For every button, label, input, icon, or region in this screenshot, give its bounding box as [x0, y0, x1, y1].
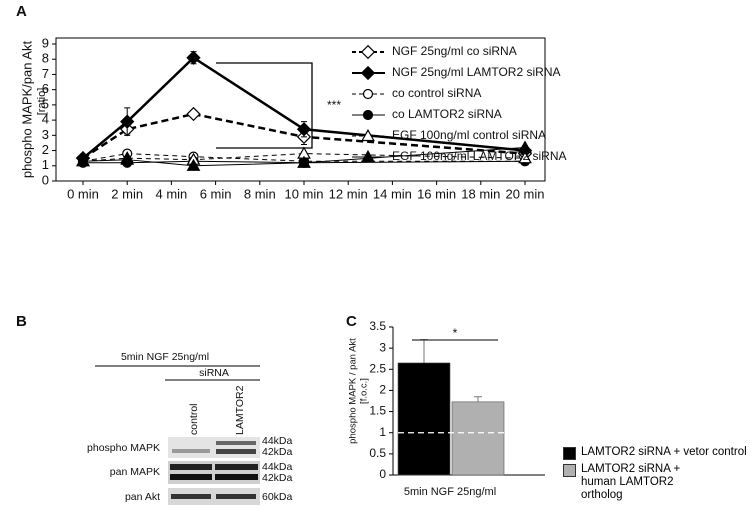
y-tick-label: 2 [42, 142, 49, 157]
marker [186, 158, 201, 171]
group-label: siRNA [199, 367, 229, 379]
legend-marker [361, 149, 375, 163]
x-tick-label: 8 min [244, 186, 276, 201]
legend-label: co LAMTOR2 siRNA [392, 107, 502, 121]
y-axis-label: phospho MAPK / pan Akt [348, 338, 359, 444]
significance-label: *** [327, 98, 341, 112]
bar [397, 362, 451, 476]
marker [186, 106, 201, 122]
plot-frame [55, 37, 546, 182]
significance-label: * [453, 326, 458, 340]
error-bar [474, 396, 482, 402]
legend-marker [360, 44, 376, 60]
marker [120, 114, 135, 129]
row-label: phospho MAPK [87, 442, 160, 454]
legend-marker [360, 65, 376, 81]
y-axis-label: phospho MAPK/pan Akt [19, 40, 34, 178]
series-line [82, 112, 526, 160]
y-tick-label: 0 [379, 467, 386, 481]
x-tick-label: 18 min [461, 186, 500, 201]
error-bar [420, 339, 428, 363]
size-label: 42kDa [262, 446, 293, 458]
y-tick-label: 9 [42, 35, 49, 50]
legend-label: LAMTOR2 siRNA + vetor control [581, 446, 747, 458]
y-tick-label: 0.5 [369, 446, 386, 460]
panel-label: C [346, 313, 357, 330]
size-label: 44kDa [262, 435, 293, 447]
lane-label: LAMTOR2 [234, 385, 246, 435]
x-tick-label: 20 min [505, 186, 544, 201]
marker [296, 122, 312, 137]
legend-swatch [563, 464, 576, 477]
row-label: pan MAPK [110, 466, 160, 478]
legend-item: LAMTOR2 siRNA + vetor control [563, 446, 747, 460]
x-tick-label: 6 min [200, 186, 232, 201]
marker [76, 154, 90, 167]
lane-label: control [188, 403, 200, 435]
y-tick-label: 5 [42, 96, 49, 111]
y-tick-label: 3 [379, 340, 386, 354]
x-tick-label: 2 min [111, 186, 143, 201]
treatment-label: 5min NGF 25ng/ml [121, 351, 209, 363]
x-tick-label: 0 min [67, 186, 99, 201]
marker [297, 155, 311, 168]
legend-label: co control siRNA [392, 86, 481, 100]
marker [120, 152, 135, 165]
legend-marker [362, 109, 374, 121]
y-tick-label: 6 [42, 81, 49, 96]
y-tick-label: 1 [379, 425, 386, 439]
y-tick-label: 0 [42, 172, 49, 187]
y-tick-label: 1 [42, 157, 49, 172]
legend-swatch [563, 447, 576, 460]
x-tick-label: 14 min [373, 186, 412, 201]
y-tick-label: 1.5 [369, 404, 386, 418]
legend-label: LAMTOR2 siRNA + human LAMTOR2 ortholog [581, 463, 681, 501]
x-tick-label: 16 min [417, 186, 456, 201]
legend-label: NGF 25ng/ml LAMTOR2 siRNA [392, 65, 561, 79]
y-tick-label: 3.5 [369, 319, 386, 333]
row-label: pan Akt [125, 491, 160, 503]
marker [518, 140, 532, 153]
y-tick-label: 4 [42, 112, 49, 127]
y-tick-label: 8 [42, 51, 49, 66]
x-tick-label: 5min NGF 25ng/ml [404, 486, 496, 498]
x-tick-label: 12 min [329, 186, 368, 201]
size-label: 42kDa [262, 472, 293, 484]
y-axis-label: [ratio] [36, 88, 48, 116]
legend-item: LAMTOR2 siRNA + human LAMTOR2 ortholog [563, 463, 747, 502]
legend: LAMTOR2 siRNA + vetor control LAMTOR2 siR… [563, 446, 747, 505]
significance-bracket [216, 62, 313, 149]
x-tick-label: 4 min [156, 186, 188, 201]
y-tick-label: 7 [42, 66, 49, 81]
size-label: 60kDa [262, 491, 293, 503]
bar [451, 401, 505, 476]
legend-label: EGF 100ng/ml LAMTOR2 siRNA [392, 149, 567, 163]
size-label: 44kDa [262, 461, 293, 473]
y-tick-label: 2 [379, 383, 386, 397]
marker [186, 50, 201, 65]
blot-image [168, 437, 260, 505]
legend-marker [362, 88, 374, 100]
legend-label: NGF 25ng/ml co siRNA [392, 44, 517, 58]
legend-marker [361, 128, 375, 142]
marker [518, 151, 532, 164]
x-tick-label: 10 min [284, 186, 323, 201]
panel-label: B [16, 313, 27, 330]
panel-label: A [16, 3, 27, 20]
y-tick-label: 3 [42, 127, 49, 142]
y-tick-label: 2.5 [369, 361, 386, 375]
legend-label: EGF 100ng/ml control siRNA [392, 128, 546, 142]
y-axis-label: [f.o.c.] [359, 378, 370, 404]
